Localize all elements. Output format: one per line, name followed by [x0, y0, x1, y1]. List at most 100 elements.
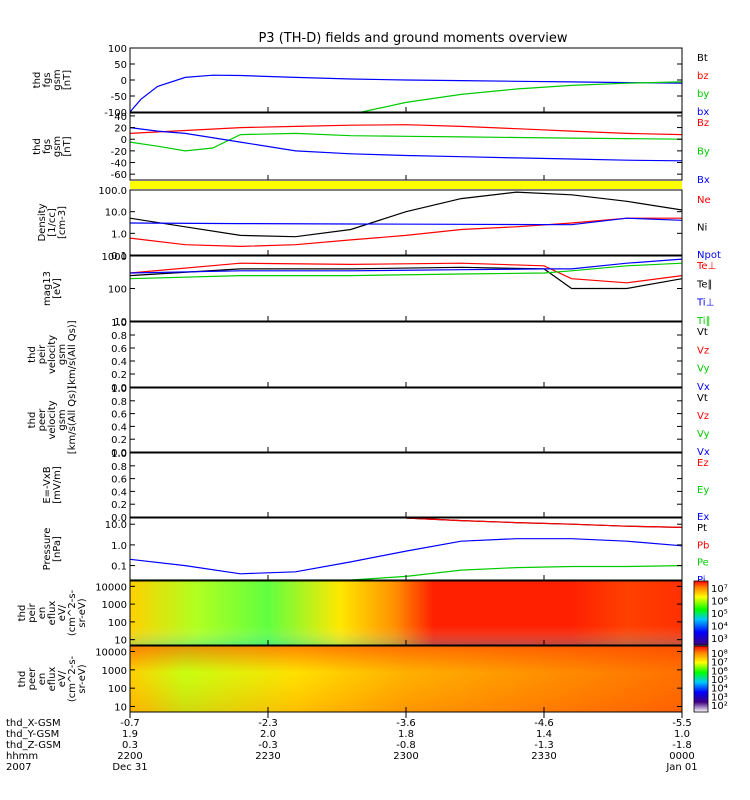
y-tick-label: 1.0 [111, 318, 127, 329]
legend-entry: Ex [697, 512, 709, 523]
colorbar-tick-label: 10⁵ [711, 675, 728, 686]
figure-title: P3 (TH-D) fields and ground moments over… [258, 31, 567, 46]
legend-entry: Ez [697, 458, 709, 469]
colorbar-tick-label: 10³ [711, 634, 728, 645]
y-axis-label: thd [32, 72, 43, 89]
legend-entry: Vz [697, 345, 709, 356]
series-line [129, 217, 682, 248]
x-tick-label: 2230 [255, 751, 280, 762]
y-axis-label: eflux [47, 667, 58, 692]
y-axis-label: eV/ [57, 604, 68, 621]
y-axis-label: velocity [47, 335, 58, 374]
y-tick-label: 100.0 [98, 186, 127, 197]
y-tick-label: 20 [114, 124, 127, 135]
legend-entry: Ti⊥ [696, 298, 714, 309]
legend-entry: Pi [697, 575, 706, 586]
y-axis-label: thd [17, 671, 28, 688]
panel-p3: Ne Ni Npot 100.0 10.0 1.0 0.1 Density [1/cc] [cm-… [37, 186, 721, 262]
series-line [361, 81, 683, 113]
colorbar-tick-label: 10³ [711, 692, 728, 703]
x-tick-label: Jan 01 [665, 762, 697, 773]
legend-entry: Vy [697, 364, 710, 375]
legend-entry: Ni [697, 223, 707, 234]
colorbar-tick-label: 10⁶ [711, 597, 728, 608]
y-axis-label: (cm^2-s- [67, 655, 78, 702]
y-tick-label: 1.0 [111, 229, 127, 240]
x-tick-label: -0.7 [120, 718, 140, 729]
y-tick-label: 0.8 [111, 397, 127, 408]
x-tick-label: -0.3 [258, 740, 278, 751]
y-axis-label: thd [27, 412, 38, 429]
colorbar-tick-label: 10⁷ [711, 658, 728, 669]
legend-entry: Vy [697, 429, 710, 440]
legend-entry: Te⊥ [696, 261, 716, 272]
legend-entry: Vt [697, 327, 708, 338]
panel-p1: Bt bz by bx 100 50 0 -50 -100 thd fgs gsm [nT] [32, 44, 709, 119]
legend-entry: Pb [697, 540, 709, 551]
y-axis-label: Density [37, 203, 48, 241]
y-tick-label: 10.0 [105, 208, 127, 219]
y-axis-label: eflux [47, 601, 58, 626]
panel-p4: Te⊥ Te∥ Ti⊥ Ti∥ 1000 100 10 mag13 [eV] [42, 252, 716, 328]
x-tick-label: -1.3 [534, 740, 554, 751]
y-tick-label: -50 [111, 92, 127, 103]
y-axis-label: [1/cc] [47, 208, 58, 237]
x-tick-label: -0.8 [396, 740, 416, 751]
y-axis-label: fgs [42, 139, 53, 154]
y-axis-label: thd [32, 138, 43, 155]
y-tick-label: 1.0 [111, 384, 127, 395]
x-tick-label: Dec 31 [112, 762, 147, 773]
y-axis-label: fgs [42, 72, 53, 87]
panel-p7: Ez Ey Ex 1.0 0.8 0.60.4 0.2 0.0 E=-VxB [mV/m] [42, 449, 709, 524]
legend-entry: Bx [697, 175, 710, 186]
x-tick-label: 1.0 [674, 729, 690, 740]
colorbar [693, 645, 709, 713]
series-line [129, 217, 683, 226]
y-axis-label: [nT] [62, 70, 73, 90]
x-tick-label: -5.5 [672, 718, 692, 729]
x-axis-annotation: thd_X-GSM thd_Y-GSM thd_Z-GSM hhmm 2007 … [6, 718, 698, 773]
colorbar-tick-label: 10⁸ [711, 649, 728, 660]
y-axis-label: gsm [57, 409, 68, 430]
y-axis-label: [km/s(All Qs)] [67, 320, 78, 388]
y-axis-label: [eV] [52, 278, 63, 299]
y-axis-label: sr-eV) [77, 664, 88, 693]
legend-entry: Bt [697, 53, 708, 64]
y-tick-label: 0.1 [111, 562, 127, 573]
y-tick-label: 0.0 [111, 513, 127, 524]
y-axis-label: peer [27, 667, 38, 691]
colorbar-tick-label: 10⁴ [711, 622, 728, 633]
y-tick-label: -60 [111, 170, 127, 181]
x-row-label: thd_Z-GSM [6, 740, 61, 751]
y-axis-label: gsm [52, 69, 63, 90]
y-axis-label: [nT] [62, 136, 73, 156]
spectrogram-shade [130, 581, 682, 645]
y-tick-label: 0 [121, 76, 127, 87]
panel-p5: Vt Vz Vy Vx 1.0 0.8 0.6 0.4 0.2 0.0 thd peir velocit… [27, 318, 710, 394]
y-tick-label: -40 [111, 159, 127, 170]
series-line [129, 191, 683, 238]
y-tick-label: 1000 [102, 252, 127, 263]
x-row-label: thd_X-GSM [6, 718, 61, 729]
legend-entry: by [697, 89, 709, 100]
panel-frame [129, 112, 683, 181]
y-axis-label: (cm^2-s- [67, 589, 78, 636]
y-tick-label: 10 [114, 317, 127, 328]
y-axis-label: sr-eV) [77, 598, 88, 627]
x-row-label: thd_Y-GSM [6, 729, 59, 740]
series-line [129, 538, 683, 575]
y-axis-label: peir [27, 602, 38, 622]
x-tick-label: 0000 [669, 751, 694, 762]
colorbar [693, 580, 709, 646]
x-row-label: 2007 [6, 762, 31, 773]
series-line [129, 266, 683, 290]
colorbar-tick-label: 10⁶ [711, 666, 728, 677]
y-tick-label: -20 [111, 147, 127, 158]
y-tick-label: 40 [114, 112, 127, 123]
legend-entry: Te∥ [696, 279, 713, 290]
y-tick-label: 10000 [95, 582, 127, 593]
legend-entry: Bz [697, 118, 709, 129]
